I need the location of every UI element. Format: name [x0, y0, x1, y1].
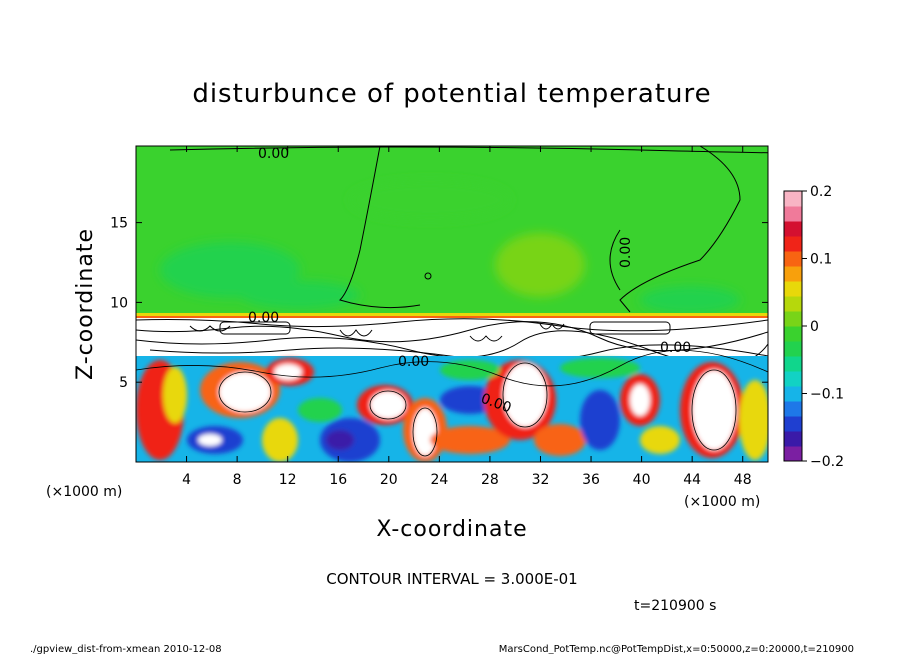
contour-interval-text: CONTOUR INTERVAL = 3.000E-01: [326, 570, 577, 588]
contour-label: 0.00: [660, 340, 691, 356]
colorbar-segment: [784, 311, 802, 327]
colorbar-segment: [784, 191, 802, 207]
y-axis-ticks: 5 10 15: [110, 216, 768, 391]
lower-contours: [136, 349, 768, 457]
colorbar-tick-label: 0.1: [810, 252, 832, 268]
colorbar-segment: [784, 281, 802, 297]
x-tick-label: 16: [329, 472, 347, 488]
x-tick-label: 24: [430, 472, 448, 488]
colorbar-segment: [784, 371, 802, 387]
x-tick-label: 40: [633, 472, 651, 488]
x-tick-label: 8: [233, 472, 242, 488]
y-axis-label: Z-coordinate: [73, 228, 98, 380]
x-tick-label: 44: [683, 472, 701, 488]
colorbar-segment: [784, 356, 802, 372]
x-unit-right: (×1000 m): [684, 494, 760, 510]
upper-contours: [169, 146, 768, 313]
colorbar-ticks: 0.2 0.1 0 −0.1 −0.2: [802, 184, 844, 470]
colorbar-segment: [784, 341, 802, 357]
x-tick-label: 4: [182, 472, 191, 488]
colorbar-segment: [784, 386, 802, 402]
colorbar-tick-label: 0.2: [810, 184, 832, 200]
colorbar-segment: [784, 206, 802, 222]
chart-title: disturbunce of potential temperature: [192, 79, 711, 109]
colorbar-segment: [784, 236, 802, 252]
x-tick-label: 12: [279, 472, 297, 488]
y-tick-label: 5: [119, 375, 128, 391]
colorbar-tick-label: −0.1: [810, 387, 844, 403]
colorbar-tick-label: 0: [810, 319, 819, 335]
contour-label: 0.00: [398, 354, 429, 370]
x-axis-label: X-coordinate: [376, 517, 527, 542]
contour-label: 0.00: [248, 310, 279, 326]
plot-area: [136, 146, 768, 462]
colorbar-segment: [784, 416, 802, 432]
x-tick-label: 48: [734, 472, 752, 488]
x-tick-label: 36: [582, 472, 600, 488]
colorbar-segment: [784, 296, 802, 312]
colorbar: [783, 190, 803, 462]
time-text: t=210900 s: [634, 598, 716, 614]
contour-label: 0.00: [618, 237, 634, 268]
colorbar-segment: [784, 266, 802, 282]
colorbar-segment: [784, 446, 802, 462]
x-tick-label: 28: [481, 472, 499, 488]
upper-field-variations: [160, 180, 740, 314]
colorbar-segment: [784, 221, 802, 237]
y-tick-label: 10: [110, 295, 128, 311]
contour-label: 0.00: [258, 146, 289, 162]
x-unit-left: (×1000 m): [46, 484, 122, 500]
footer-right: MarsCond_PotTemp.nc@PotTempDist,x=0:5000…: [499, 644, 854, 654]
colorbar-segment: [784, 431, 802, 447]
x-tick-label: 32: [532, 472, 550, 488]
colorbar-segment: [784, 251, 802, 267]
colorbar-segment: [784, 401, 802, 417]
colorbar-tick-label: −0.2: [810, 454, 844, 470]
x-tick-label: 20: [380, 472, 398, 488]
boundary-contours: [136, 318, 768, 366]
plot-frame: [135, 145, 769, 463]
colorbar-segment: [784, 326, 802, 342]
y-tick-label: 15: [110, 216, 128, 232]
x-axis-ticks: 4 8 12 16 20 24 28 32 36 40 44 48: [182, 146, 752, 488]
footer-left: ./gpview_dist-from-xmean 2010-12-08: [30, 644, 222, 654]
